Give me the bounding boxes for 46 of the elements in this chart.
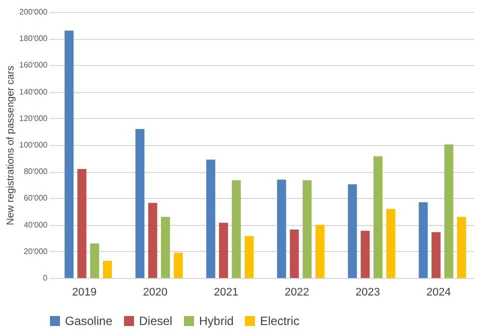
bar bbox=[360, 230, 370, 278]
y-tick-label: 200'000 bbox=[19, 8, 48, 16]
y-tick-label: 160'000 bbox=[19, 60, 48, 70]
y-tick-label: 120'000 bbox=[19, 114, 48, 123]
y-tick-label: 60'000 bbox=[24, 194, 48, 203]
bar bbox=[302, 180, 312, 278]
x-tick-label: 2024 bbox=[426, 286, 451, 298]
legend-label: Electric bbox=[260, 314, 300, 328]
bar bbox=[348, 184, 357, 278]
bar bbox=[77, 168, 86, 278]
x-tick-label: 2021 bbox=[214, 286, 238, 298]
bar bbox=[277, 180, 286, 278]
bar bbox=[64, 30, 74, 278]
bar bbox=[457, 216, 466, 278]
legend-label: Diesel bbox=[139, 314, 172, 328]
legend-label: Hybrid bbox=[199, 314, 234, 328]
bar bbox=[174, 252, 183, 278]
y-tick-label: 40'000 bbox=[24, 220, 48, 230]
y-tick-label: 100'000 bbox=[19, 140, 48, 150]
bar bbox=[373, 156, 382, 278]
y-tick-label: 80'000 bbox=[24, 167, 48, 176]
bar bbox=[148, 202, 158, 278]
bar bbox=[219, 222, 228, 278]
y-axis-title: New registrations of passenger cars bbox=[5, 66, 16, 226]
x-tick-label: 2023 bbox=[356, 286, 380, 298]
bar bbox=[232, 180, 241, 278]
x-tick-label: 2022 bbox=[284, 286, 310, 298]
bar bbox=[160, 216, 170, 278]
bar bbox=[206, 160, 216, 278]
bar bbox=[102, 260, 112, 278]
y-tick-label: 0 bbox=[43, 274, 48, 282]
bar bbox=[244, 236, 254, 278]
bar bbox=[432, 232, 441, 278]
x-tick-label: 2020 bbox=[143, 286, 168, 298]
y-tick-label: 180'000 bbox=[19, 34, 48, 44]
bar bbox=[290, 229, 299, 278]
bar bbox=[315, 224, 324, 278]
bar bbox=[90, 243, 100, 278]
y-tick-label: 20'000 bbox=[24, 246, 48, 256]
bar bbox=[386, 208, 396, 278]
y-tick-label: 140'000 bbox=[19, 87, 48, 96]
bar bbox=[444, 144, 454, 278]
bar bbox=[418, 202, 428, 278]
bar bbox=[135, 129, 144, 278]
legend-label: Gasoline bbox=[65, 314, 113, 328]
x-tick-label: 2019 bbox=[72, 286, 97, 298]
